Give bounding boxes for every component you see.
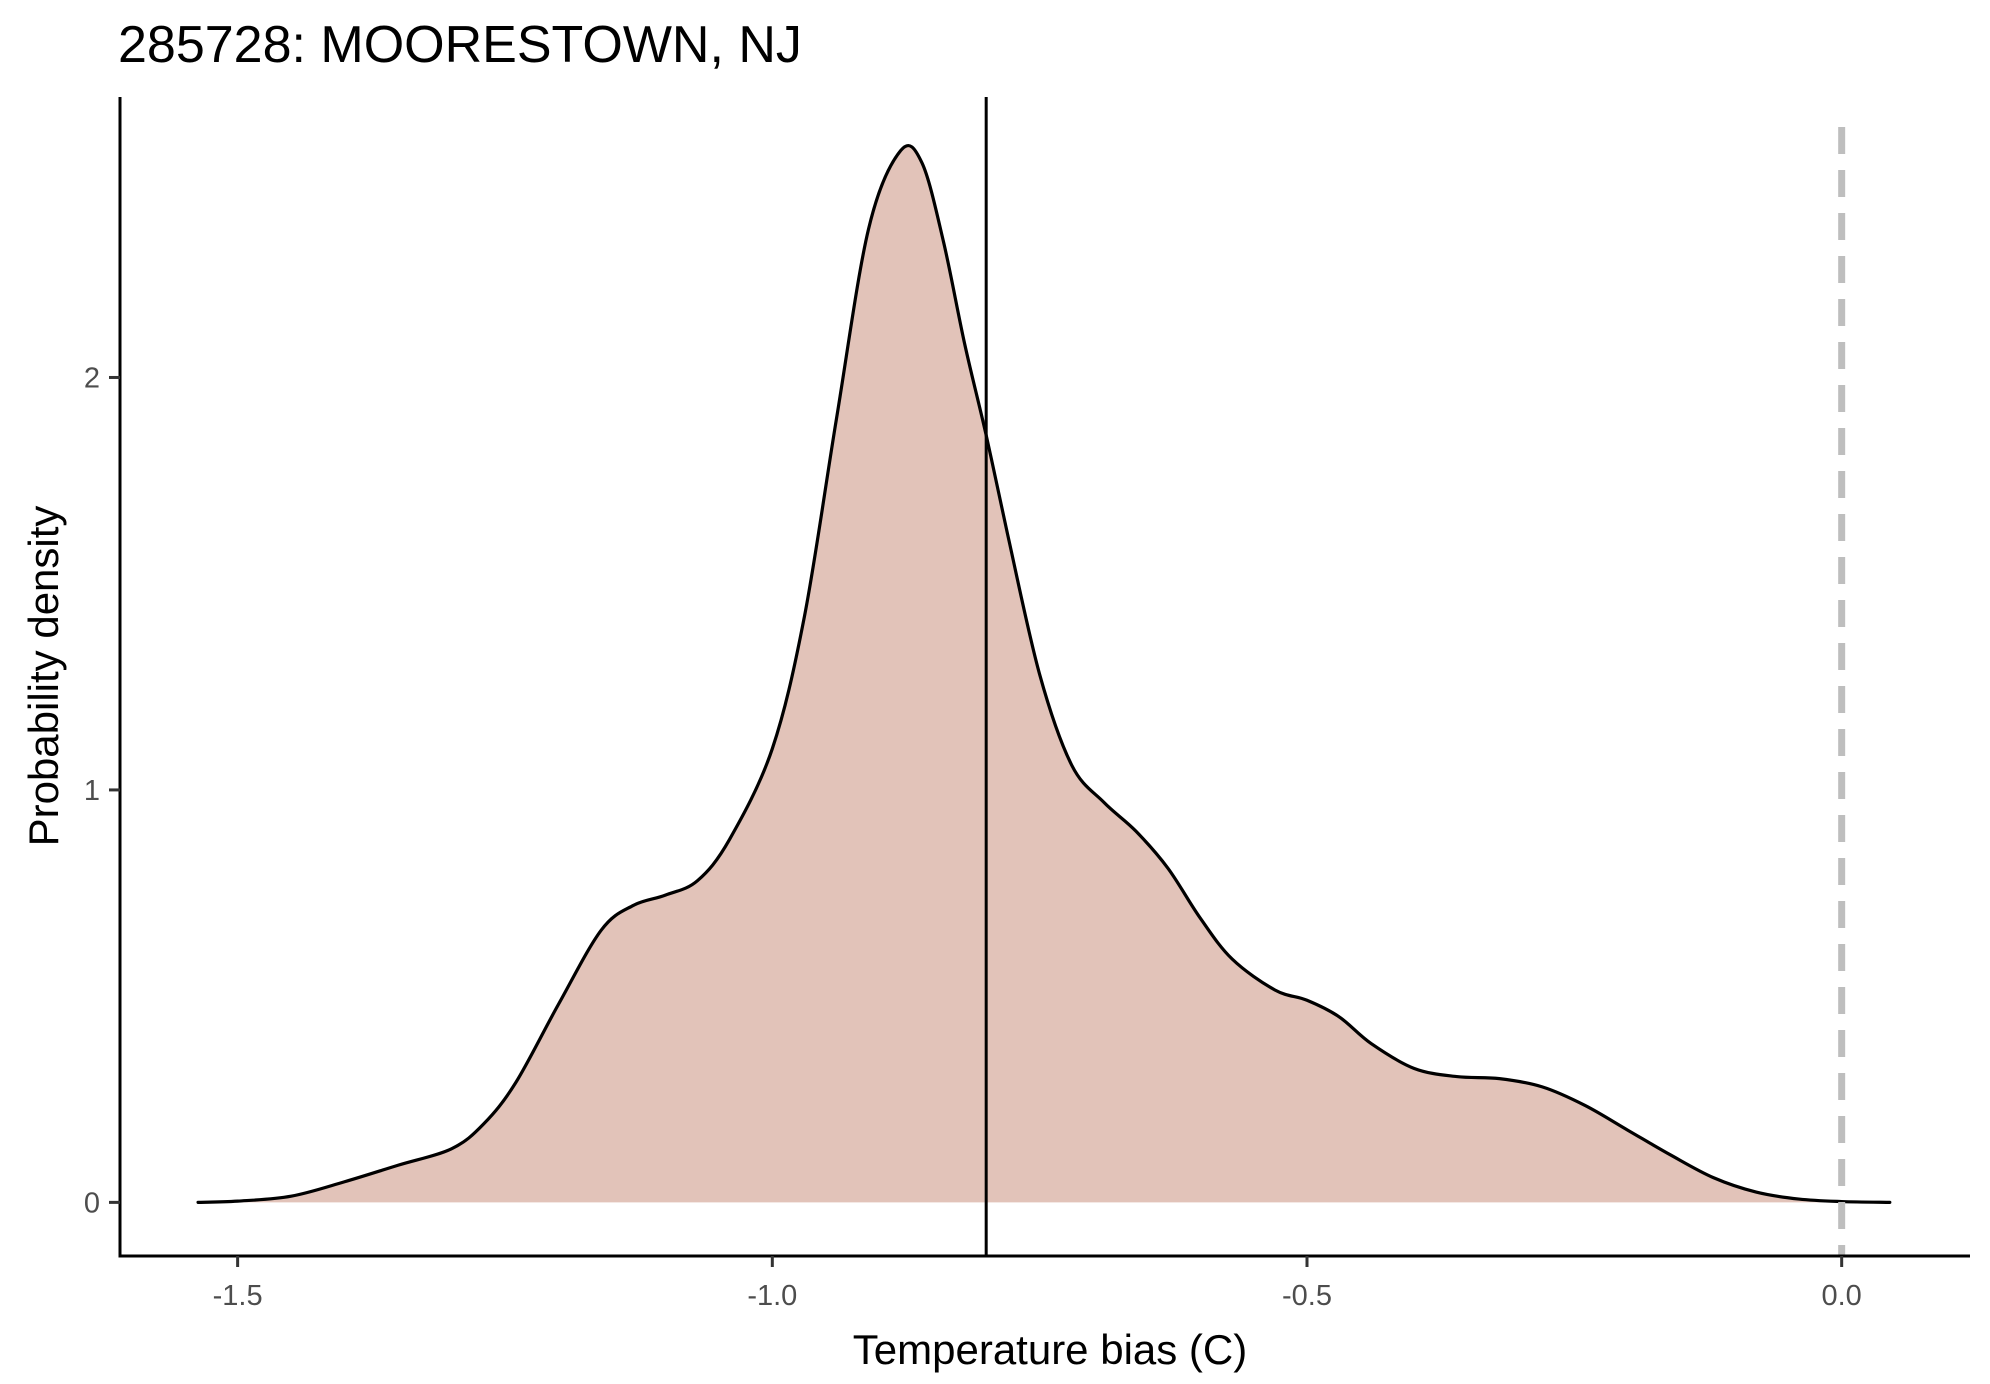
y-tick-label: 1	[84, 775, 100, 807]
x-tick-label: -1.5	[213, 1280, 263, 1312]
y-axis-ticks: 0 1 2	[84, 362, 120, 1219]
density-area	[198, 145, 1890, 1203]
x-axis-title: Temperature bias (C)	[853, 1326, 1247, 1373]
x-axis-ticks: -1.5 -1.0 -0.5 0.0	[213, 1256, 1862, 1312]
y-tick-label: 0	[84, 1187, 100, 1219]
axes: -1.5 -1.0 -0.5 0.0 0 1 2	[84, 97, 1970, 1312]
x-tick-label: -0.5	[1282, 1280, 1332, 1312]
y-tick-label: 2	[84, 362, 100, 394]
chart-title: 285728: MOORESTOWN, NJ	[118, 16, 802, 74]
x-tick-label: 0.0	[1822, 1280, 1862, 1312]
plot-area	[196, 97, 1892, 1256]
x-tick-label: -1.0	[747, 1280, 797, 1312]
y-axis-title: Probability density	[20, 506, 67, 847]
density-curve	[196, 144, 1892, 1204]
